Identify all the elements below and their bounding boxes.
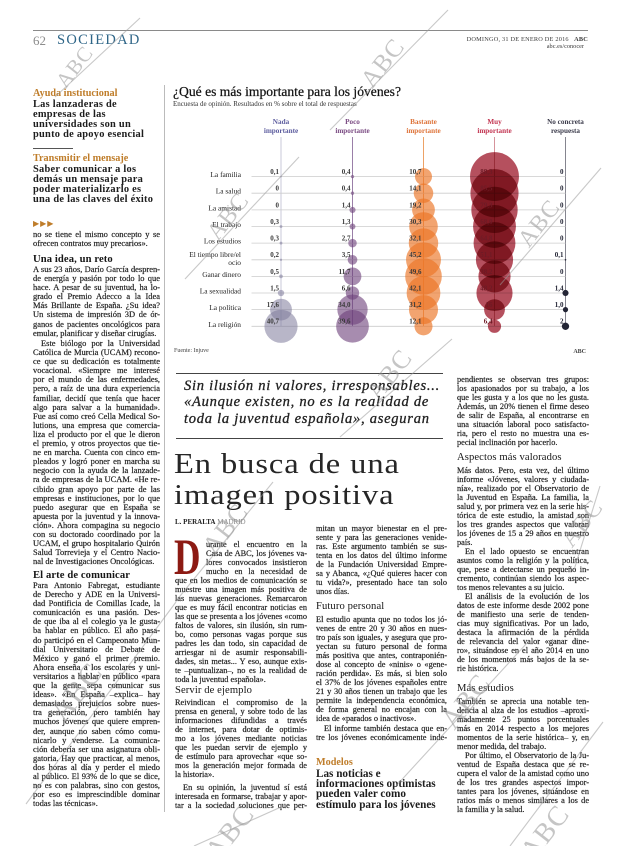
svg-text:0: 0 <box>276 185 280 193</box>
svg-text:2: 2 <box>560 318 564 326</box>
svg-text:0,4: 0,4 <box>342 185 351 193</box>
svg-text:12,1: 12,1 <box>409 318 422 326</box>
svg-text:Poco: Poco <box>345 118 360 126</box>
svg-text:0: 0 <box>560 218 564 226</box>
svg-text:Los estudios: Los estudios <box>204 237 241 246</box>
svg-text:31,2: 31,2 <box>409 301 422 309</box>
svg-text:6,4: 6,4 <box>484 318 493 326</box>
svg-text:La religión: La religión <box>208 320 241 329</box>
svg-text:2,7: 2,7 <box>342 235 351 243</box>
svg-text:48,2: 48,2 <box>480 284 493 292</box>
svg-text:No concreta: No concreta <box>547 118 584 126</box>
svg-text:32,1: 32,1 <box>409 235 422 243</box>
svg-text:34,0: 34,0 <box>338 301 351 309</box>
svg-text:14,1: 14,1 <box>409 185 422 193</box>
svg-text:0: 0 <box>276 201 280 209</box>
svg-text:0: 0 <box>560 168 564 176</box>
svg-text:La familia: La familia <box>210 170 241 179</box>
svg-text:1,4: 1,4 <box>342 201 351 209</box>
svg-text:39,6: 39,6 <box>338 318 351 326</box>
svg-text:0: 0 <box>560 235 564 243</box>
svg-text:Bastante: Bastante <box>410 118 437 126</box>
svg-text:El trabajo: El trabajo <box>212 220 241 229</box>
svg-text:11,7: 11,7 <box>339 268 351 276</box>
svg-text:0: 0 <box>560 185 564 193</box>
svg-text:importante: importante <box>406 127 440 135</box>
svg-text:La amistad: La amistad <box>208 203 241 212</box>
svg-text:79,3: 79,3 <box>480 201 493 209</box>
svg-text:6,6: 6,6 <box>342 284 351 292</box>
svg-text:51,1: 51,1 <box>480 251 493 259</box>
svg-text:1,0: 1,0 <box>555 301 564 309</box>
svg-text:85,5: 85,5 <box>480 185 493 193</box>
svg-text:40,7: 40,7 <box>267 318 280 326</box>
svg-text:3,5: 3,5 <box>342 251 351 259</box>
svg-text:30,3: 30,3 <box>409 218 422 226</box>
svg-text:importante: importante <box>264 127 298 135</box>
svg-text:45,2: 45,2 <box>409 251 422 259</box>
svg-text:0,2: 0,2 <box>270 251 279 259</box>
svg-text:respuesta: respuesta <box>551 127 580 135</box>
svg-text:64,8: 64,8 <box>480 235 493 243</box>
svg-text:Muy: Muy <box>487 118 502 126</box>
svg-text:68,0: 68,0 <box>480 218 493 226</box>
svg-text:0,1: 0,1 <box>555 251 564 259</box>
svg-text:16: 16 <box>486 301 494 309</box>
svg-text:49,6: 49,6 <box>409 268 422 276</box>
svg-text:importante: importante <box>335 127 369 135</box>
svg-text:ABC: ABC <box>573 349 586 355</box>
svg-text:ocio: ocio <box>228 258 241 267</box>
svg-text:importante: importante <box>477 127 511 135</box>
svg-text:0: 0 <box>560 201 564 209</box>
svg-text:1,3: 1,3 <box>342 218 351 226</box>
svg-text:La política: La política <box>209 303 242 312</box>
svg-text:La sexualidad: La sexualidad <box>200 287 242 296</box>
svg-text:1,5: 1,5 <box>270 284 279 292</box>
svg-text:1,4: 1,4 <box>555 284 564 292</box>
svg-text:0,5: 0,5 <box>270 268 279 276</box>
svg-text:0,4: 0,4 <box>342 168 351 176</box>
svg-text:17,6: 17,6 <box>267 301 280 309</box>
svg-text:10,7: 10,7 <box>409 168 422 176</box>
svg-text:88,3: 88,3 <box>480 168 493 176</box>
svg-text:¿Qué es más importante para lo: ¿Qué es más importante para los jóvenes? <box>173 84 401 99</box>
svg-text:0,3: 0,3 <box>270 218 279 226</box>
svg-text:La salud: La salud <box>216 187 242 196</box>
svg-text:0,1: 0,1 <box>270 168 279 176</box>
svg-text:19,2: 19,2 <box>409 201 422 209</box>
svg-text:0: 0 <box>560 268 564 276</box>
svg-text:38,2: 38,2 <box>480 268 493 276</box>
svg-text:Fuente: Injuve: Fuente: Injuve <box>174 348 209 354</box>
svg-text:Ganar dinero: Ganar dinero <box>202 270 241 279</box>
svg-text:0,3: 0,3 <box>270 235 279 243</box>
svg-text:42,1: 42,1 <box>409 284 422 292</box>
svg-text:Nada: Nada <box>273 118 290 126</box>
svg-text:Encuesta de opinión. Resultado: Encuesta de opinión. Resultados en % sob… <box>173 100 357 108</box>
